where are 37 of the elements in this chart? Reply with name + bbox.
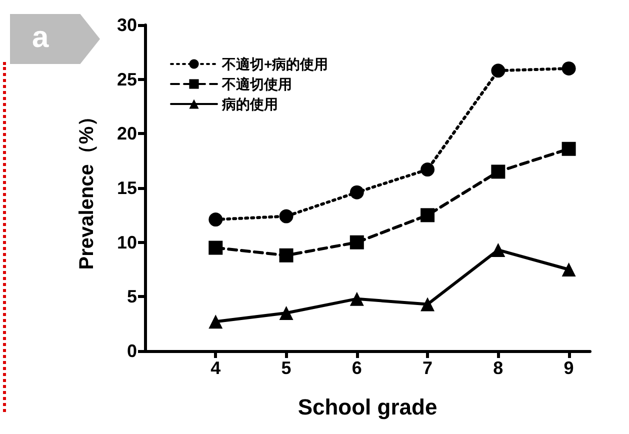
y-axis-title: Prevalence（%）	[76, 106, 98, 270]
point	[350, 292, 364, 306]
legend-label: 不適切使用	[221, 76, 292, 92]
point	[279, 248, 294, 262]
point	[491, 64, 506, 78]
point	[208, 212, 223, 227]
y-tick-label: 0	[126, 341, 137, 361]
x-tick-label: 7	[422, 358, 433, 378]
point	[279, 306, 294, 320]
x-tick-label: 5	[281, 358, 292, 378]
point	[208, 240, 223, 255]
y-tick-label: 20	[116, 124, 137, 144]
point	[562, 262, 576, 276]
point	[350, 235, 364, 250]
point	[208, 314, 223, 329]
point	[420, 162, 435, 177]
point	[350, 185, 364, 200]
x-tick-label: 8	[493, 358, 504, 378]
text: a	[10, 14, 100, 64]
point	[491, 164, 506, 179]
point	[562, 61, 576, 76]
point	[420, 297, 435, 312]
point	[491, 242, 506, 257]
y-tick-label: 10	[116, 232, 137, 252]
x-tick-label: 6	[352, 358, 362, 378]
y-tick-label: 5	[126, 286, 137, 307]
x-axis-title: School grade	[298, 394, 438, 420]
y-tick-label: 25	[116, 69, 137, 90]
x-tick-label: 4	[210, 358, 221, 378]
legend-label: 病的使用	[221, 96, 278, 112]
x-tick-label: 9	[564, 358, 574, 378]
point	[562, 142, 576, 156]
legend-label: 不適切+病的使用	[221, 56, 328, 72]
point	[420, 208, 435, 222]
point	[279, 209, 294, 224]
y-tick-label: 15	[116, 178, 137, 198]
y-tick-label: 30	[116, 15, 137, 35]
